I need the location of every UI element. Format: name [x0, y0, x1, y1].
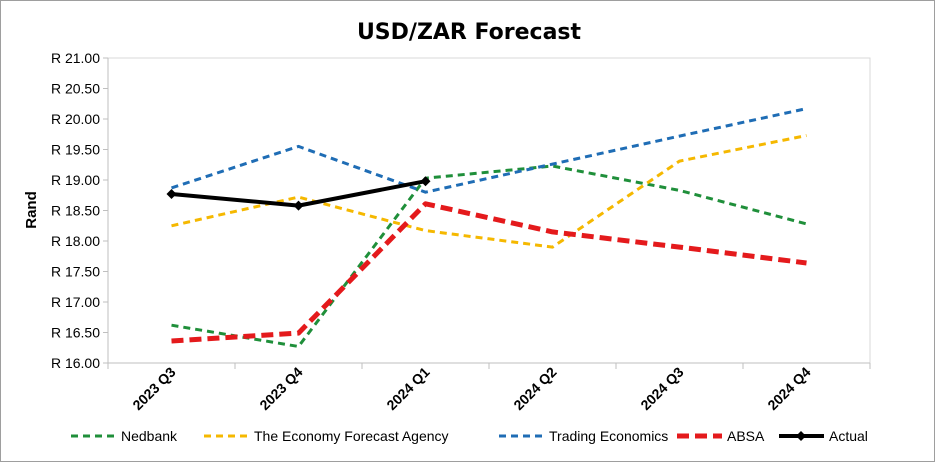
y-tick-label: R 20.50 [51, 81, 100, 97]
legend-label-nedbank: Nedbank [121, 428, 178, 444]
x-tick-label: 2023 Q4 [256, 364, 305, 413]
y-axis: R 16.00 R 16.50 R 17.00 R 17.50 R 18.00 R 18.… [51, 50, 109, 371]
x-tick-label: 2024 Q3 [637, 364, 686, 413]
y-tick-label: R 18.00 [51, 233, 100, 249]
data-point-actual [420, 176, 431, 187]
legend-label-trading-economics: Trading Economics [549, 428, 668, 444]
data-point-actual [166, 189, 177, 200]
y-tick-label: R 19.00 [51, 172, 100, 188]
y-tick-label: R 17.00 [51, 294, 100, 310]
x-tick-label: 2023 Q3 [129, 364, 178, 413]
y-tick-label: R 18.50 [51, 203, 100, 219]
y-tick-label: R 19.50 [51, 142, 100, 158]
legend-label-absa: ABSA [727, 428, 765, 444]
y-axis-label: Rand [23, 191, 40, 229]
x-tick-label: 2024 Q4 [764, 364, 813, 413]
x-axis: 2023 Q3 2023 Q4 2024 Q1 2024 Q2 2024 Q3 2024 … [107, 362, 871, 413]
legend: Nedbank The Economy Forecast Agency Tradin… [71, 428, 868, 444]
y-tick-label: R 20.00 [51, 111, 100, 127]
legend-label-the-economy-forecast-agency: The Economy Forecast Agency [254, 428, 449, 444]
chart-title: USD/ZAR Forecast [357, 20, 582, 45]
x-tick-label: 2024 Q1 [383, 364, 432, 413]
y-tick-label: R 17.50 [51, 264, 100, 280]
series-line-absa [171, 201, 807, 344]
data-point-actual [293, 200, 304, 211]
series-lines [166, 107, 807, 348]
y-tick-label: R 16.50 [51, 325, 100, 341]
y-tick-label: R 21.00 [51, 50, 100, 66]
series-line-trading-economics [171, 107, 807, 194]
legend-label-actual: Actual [829, 428, 868, 444]
series-line-nedbank [171, 164, 807, 348]
legend-marker-actual [796, 431, 806, 441]
y-tick-label: R 16.00 [51, 355, 100, 371]
x-tick-label: 2024 Q2 [510, 364, 559, 413]
